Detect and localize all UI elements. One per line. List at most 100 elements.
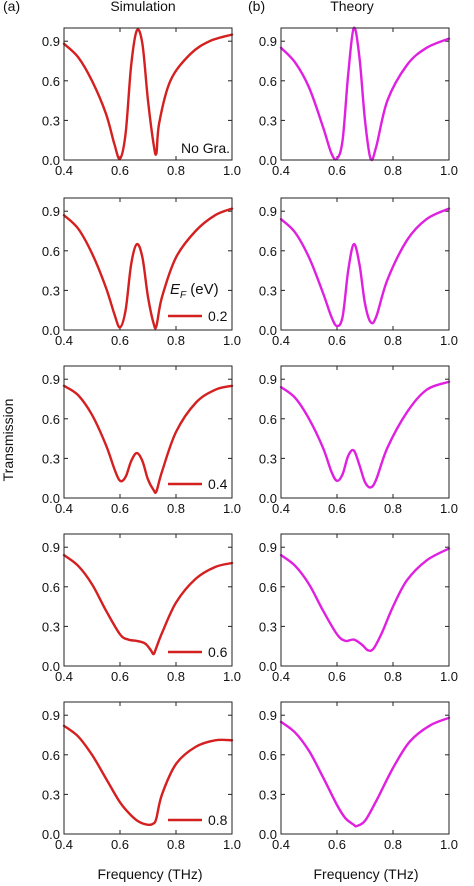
panel-b-row-5: 0.4 0.6 0.8 1.0 0.0 0.3 0.6 0.9 xyxy=(259,701,458,852)
panel-b-row-5-y-tick-label: 0.9 xyxy=(259,708,277,723)
panel-b-row-1-x-tick-label: 0.4 xyxy=(272,163,290,178)
panel-a-row-1: 0.4 0.6 0.8 1.0 0.0 0.3 0.6 0.9 No Gra. xyxy=(42,27,241,178)
panel-a-row-5-x-tick-label: 0.8 xyxy=(167,837,185,852)
panel-b-row-4-x-tick-label: 0.8 xyxy=(384,669,402,684)
panel-a-row-1-y-tick-label: 0.0 xyxy=(42,153,60,168)
panel-a-row-4-series-line xyxy=(62,553,234,656)
panel-b-row-1-y-tick-label: 0.3 xyxy=(259,113,277,128)
panel-a-row-3-series-line xyxy=(62,384,234,495)
panel-b-row-4-y-tick-label: 0.0 xyxy=(259,659,277,674)
panel-b-row-2-plot-frame xyxy=(280,197,450,331)
panel-b-row-4-x-tick-label: 0.4 xyxy=(272,669,290,684)
panel-b-row-4-x-tick-label: 0.6 xyxy=(328,669,346,684)
panel-a-row-1-x-tick-label: 1.0 xyxy=(223,163,241,178)
panel-a-row-2-legend-label: 0.2 xyxy=(208,308,228,324)
panel-a-row-5: 0.4 0.6 0.8 1.0 0.0 0.3 0.6 0.9 0.8 xyxy=(42,701,241,852)
panel-a-row-2: 0.4 0.6 0.8 1.0 0.0 0.3 0.6 0.9 0.2 EF (eV) xyxy=(42,197,241,348)
panel-b-row-3-x-tick-label: 0.8 xyxy=(384,501,402,516)
panel-b-row-5-series-line xyxy=(279,716,451,828)
panel-b-row-5-plot-frame xyxy=(280,701,450,835)
panel-a-row-2-y-tick-label: 0.0 xyxy=(42,323,60,338)
panel-a-row-3-x-tick-label: 0.6 xyxy=(111,501,129,516)
panel-b-row-4-x-tick-label: 1.0 xyxy=(440,669,458,684)
panel-a-row-1-x-tick-label: 0.8 xyxy=(167,163,185,178)
x-axis-label-left: Frequency (THz) xyxy=(97,866,202,882)
panel-b-row-1-series-line xyxy=(279,26,451,162)
x-axis-label-right: Frequency (THz) xyxy=(313,866,418,882)
legend-title-subscript: F xyxy=(180,290,187,301)
panel-a-row-4-plot-frame xyxy=(63,533,233,667)
panel-b-row-3-x-tick-label: 0.6 xyxy=(328,501,346,516)
panel-a-row-3: 0.4 0.6 0.8 1.0 0.0 0.3 0.6 0.9 0.4 xyxy=(42,365,241,516)
panel-b-row-4-y-tick-label: 0.6 xyxy=(259,580,277,595)
panel-b-row-3-y-tick-label: 0.6 xyxy=(259,412,277,427)
panel-a-row-5-series-line xyxy=(62,724,234,827)
panel-a-row-3-y-tick-label: 0.9 xyxy=(42,372,60,387)
panel-b-row-2-x-tick-label: 1.0 xyxy=(440,333,458,348)
col-b-title: Theory xyxy=(330,0,374,14)
panel-b-row-3: 0.4 0.6 0.8 1.0 0.0 0.3 0.6 0.9 xyxy=(259,365,458,516)
panel-b-row-1-x-tick-label: 0.6 xyxy=(328,163,346,178)
legend-title-symbol: E xyxy=(170,281,181,298)
panel-b-row-3-y-tick-label: 0.9 xyxy=(259,372,277,387)
panel-b-row-1-plot-frame xyxy=(280,27,450,161)
panel-b-row-5-y-tick-label: 0.6 xyxy=(259,748,277,763)
panel-b-row-2-y-tick-label: 0.3 xyxy=(259,283,277,298)
panel-b-row-4: 0.4 0.6 0.8 1.0 0.0 0.3 0.6 0.9 xyxy=(259,533,458,684)
panel-b-row-5-x-tick-label: 1.0 xyxy=(440,837,458,852)
panel-a-row-1-x-tick-label: 0.6 xyxy=(111,163,129,178)
panel-a-row-3-plot-frame xyxy=(63,365,233,499)
panel-b-row-2: 0.4 0.6 0.8 1.0 0.0 0.3 0.6 0.9 xyxy=(259,197,458,348)
panel-b-row-5-x-tick-label: 0.8 xyxy=(384,837,402,852)
legend-title-unit: (eV) xyxy=(186,281,219,298)
panel-b-row-5-x-tick-label: 0.6 xyxy=(328,837,346,852)
panel-a-row-2-y-tick-label: 0.9 xyxy=(42,204,60,219)
panel-b-row-2-y-tick-label: 0.9 xyxy=(259,204,277,219)
panel-a-row-2-series-line xyxy=(62,207,234,330)
panel-a-row-5-y-tick-label: 0.0 xyxy=(42,827,60,842)
panel-a-row-5-x-tick-label: 1.0 xyxy=(223,837,241,852)
panel-a-row-2-y-tick-label: 0.3 xyxy=(42,283,60,298)
panel-a-row-5-legend-label: 0.8 xyxy=(208,812,228,828)
panel-a-row-2-y-tick-label: 0.6 xyxy=(42,244,60,259)
panel-a-row-3-x-tick-label: 0.4 xyxy=(55,501,73,516)
panel-b-row-4-y-tick-label: 0.9 xyxy=(259,540,277,555)
panel-b-row-1-y-tick-label: 0.0 xyxy=(259,153,277,168)
panel-a-row-4-legend-label: 0.6 xyxy=(208,644,228,660)
panel-a-row-1-y-tick-label: 0.3 xyxy=(42,113,60,128)
panel-a-row-2-x-tick-label: 1.0 xyxy=(223,333,241,348)
panels: 0.4 0.6 0.8 1.0 0.0 0.3 0.6 0.9 No Gra. 0.4 0.6 0.8… xyxy=(42,26,458,852)
panel-b-row-5-y-tick-label: 0.3 xyxy=(259,787,277,802)
panel-a-row-4-y-tick-label: 0.3 xyxy=(42,619,60,634)
panel-a-row-5-x-tick-label: 0.6 xyxy=(111,837,129,852)
panel-b-row-3-y-tick-label: 0.3 xyxy=(259,451,277,466)
panel-b-row-1: 0.4 0.6 0.8 1.0 0.0 0.3 0.6 0.9 xyxy=(259,26,458,178)
panel-a-row-4-y-tick-label: 0.9 xyxy=(42,540,60,555)
panel-a-row-3-x-tick-label: 0.8 xyxy=(167,501,185,516)
panel-b-row-3-y-tick-label: 0.0 xyxy=(259,491,277,506)
panel-b-row-3-series-line xyxy=(279,380,451,489)
panel-a-row-1-plot-frame xyxy=(63,27,233,161)
panel-b-label: (b) xyxy=(248,0,265,14)
panel-a-row-3-y-tick-label: 0.0 xyxy=(42,491,60,506)
panel-a-row-1-y-tick-label: 0.9 xyxy=(42,34,60,49)
panel-b-row-1-y-tick-label: 0.6 xyxy=(259,74,277,89)
panel-b-row-2-x-tick-label: 0.4 xyxy=(272,333,290,348)
panel-b-row-5-y-tick-label: 0.0 xyxy=(259,827,277,842)
panel-b-row-3-x-tick-label: 1.0 xyxy=(440,501,458,516)
panel-b-row-3-plot-frame xyxy=(280,365,450,499)
panel-b-row-2-y-tick-label: 0.6 xyxy=(259,244,277,259)
panel-b-row-1-x-tick-label: 1.0 xyxy=(440,163,458,178)
panel-a-row-2-x-tick-label: 0.4 xyxy=(55,333,73,348)
y-axis-label: Transmission xyxy=(0,399,16,482)
panel-a-row-3-y-tick-label: 0.6 xyxy=(42,412,60,427)
panel-a-row-4: 0.4 0.6 0.8 1.0 0.0 0.3 0.6 0.9 0.6 xyxy=(42,533,241,684)
panel-a-row-2-x-tick-label: 0.6 xyxy=(111,333,129,348)
panel-a-row-2-plot-frame xyxy=(63,197,233,331)
panel-b-row-1-y-tick-label: 0.9 xyxy=(259,34,277,49)
panel-b-row-2-x-tick-label: 0.6 xyxy=(328,333,346,348)
panel-a-row-5-x-tick-label: 0.4 xyxy=(55,837,73,852)
panel-b-row-4-plot-frame xyxy=(280,533,450,667)
panel-a-row-2-x-tick-label: 0.8 xyxy=(167,333,185,348)
